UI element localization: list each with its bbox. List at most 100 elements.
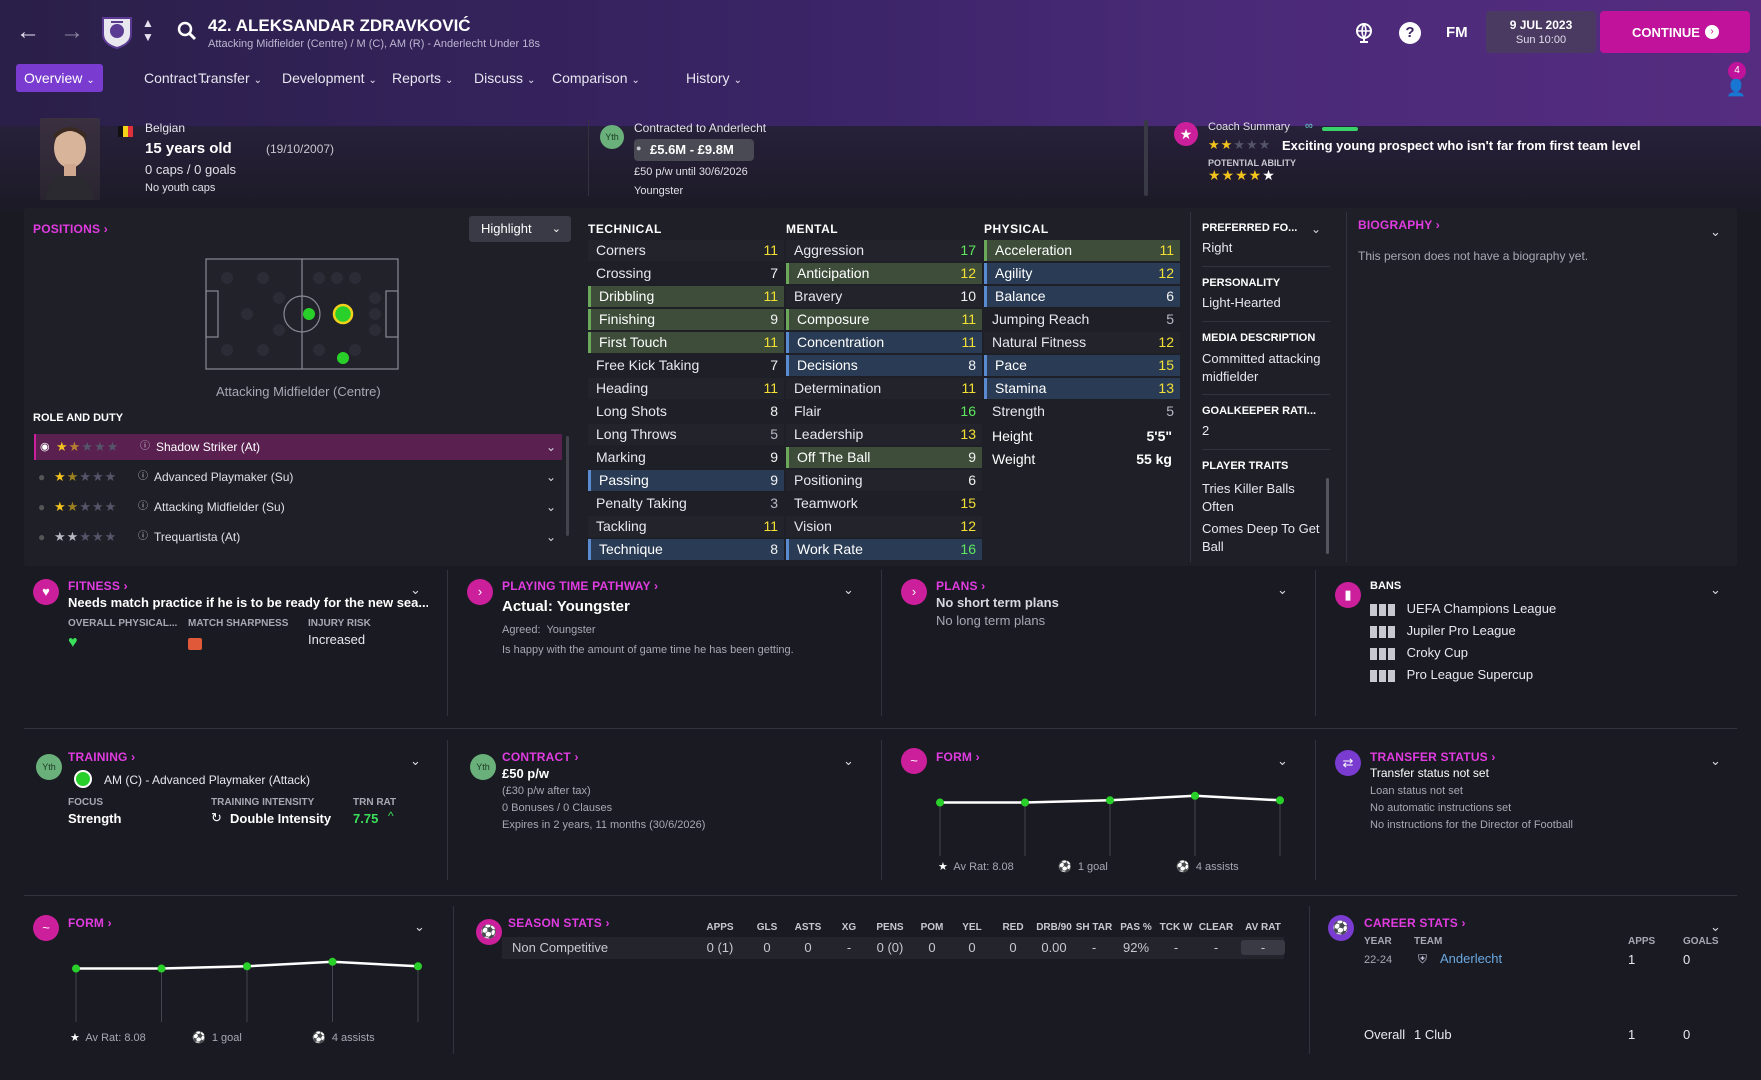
form-point[interactable] <box>414 962 422 971</box>
attribute-row[interactable]: Jumping Reach 5 <box>984 309 1180 330</box>
form-point[interactable] <box>157 964 166 973</box>
forward-arrow-icon[interactable]: → <box>60 18 84 45</box>
transfer-status-header[interactable]: TRANSFER STATUS › <box>1370 750 1496 764</box>
chevron-down-icon[interactable]: ⌄ <box>545 530 556 544</box>
inbox-people-icon[interactable]: 👤 <box>1726 80 1746 97</box>
season-stats-header[interactable]: SEASON STATS › <box>508 916 610 930</box>
fm-logo[interactable]: FM <box>1446 24 1468 41</box>
attribute-row[interactable]: Off The Ball 9 <box>786 447 982 468</box>
training-header[interactable]: TRAINING › <box>68 750 136 764</box>
chevron-down-icon[interactable]: ⌄ <box>545 440 556 454</box>
attribute-row[interactable]: Aggression 17 <box>786 240 982 261</box>
career-team-link[interactable]: Anderlecht <box>1440 951 1503 966</box>
attribute-row[interactable]: Balance 6 <box>984 286 1180 307</box>
season-stats-col-header[interactable]: GLS <box>756 922 778 933</box>
tab-comparison[interactable]: Comparison ⌄ <box>544 64 648 92</box>
season-stats-col-header[interactable]: PAS % <box>1120 922 1152 933</box>
chevron-down-icon[interactable]: ⌄ <box>545 500 556 514</box>
attribute-row[interactable]: Teamwork 15 <box>786 493 982 514</box>
tab-overview[interactable]: Overview ⌄ <box>16 64 103 92</box>
attribute-row[interactable]: Heading 11 <box>588 378 784 399</box>
tab-development[interactable]: Development ⌄ <box>274 64 385 92</box>
attribute-row[interactable]: Anticipation 12 <box>786 263 982 284</box>
role-row-trequartista[interactable]: ● ★★★★★ ⓘ Trequartista (At) ⌄ <box>34 524 562 550</box>
chevron-down-icon[interactable]: ⌄ <box>1710 224 1721 239</box>
form-header-2[interactable]: FORM › <box>68 916 112 930</box>
fitness-header[interactable]: FITNESS › <box>68 579 128 593</box>
attribute-row[interactable]: Determination 11 <box>786 378 982 399</box>
chevron-down-icon[interactable]: ⌄ <box>410 753 421 768</box>
season-stats-col-header[interactable]: AV RAT <box>1245 922 1281 933</box>
form-point[interactable] <box>1191 791 1199 800</box>
attribute-row[interactable]: Passing 9 <box>588 470 784 491</box>
chevron-down-icon[interactable]: ⌄ <box>414 919 425 934</box>
role-row-advanced-playmaker[interactable]: ● ★★★★★ ⓘ Advanced Playmaker (Su) ⌄ <box>34 464 562 490</box>
chevron-down-icon[interactable]: ⌄ <box>545 470 556 484</box>
radio-icon[interactable]: ● <box>38 500 46 514</box>
attribute-row[interactable]: Crossing 7 <box>588 263 784 284</box>
attribute-row[interactable]: Flair 16 <box>786 401 982 422</box>
chevron-down-icon[interactable]: ⌄ <box>1311 222 1322 236</box>
season-stats-col-header[interactable]: POM <box>920 922 944 933</box>
chevron-down-icon[interactable]: ⌄ <box>1277 582 1288 597</box>
attribute-row[interactable]: Decisions 8 <box>786 355 982 376</box>
season-stats-row[interactable] <box>502 937 1284 959</box>
attribute-row[interactable]: Positioning 6 <box>786 470 982 491</box>
season-stats-col-header[interactable]: PENS <box>876 922 904 933</box>
season-stats-col-header[interactable]: ASTS <box>794 922 822 933</box>
attribute-row[interactable]: Work Rate 16 <box>786 539 982 560</box>
chevron-down-icon[interactable]: ⌄ <box>1710 753 1721 768</box>
attribute-row[interactable]: Technique 8 <box>588 539 784 560</box>
season-stats-col-header[interactable]: DRB/90 <box>1036 922 1072 933</box>
chevron-down-icon[interactable]: ⌄ <box>843 582 854 597</box>
traits-scrollbar[interactable] <box>1326 478 1329 554</box>
notification-badge[interactable]: 4 <box>1728 62 1746 80</box>
season-stats-col-header[interactable]: CLEAR <box>1198 922 1234 933</box>
radio-icon[interactable]: ● <box>38 470 46 484</box>
attribute-row[interactable]: First Touch 11 <box>588 332 784 353</box>
attribute-row[interactable]: Strength 5 <box>984 401 1180 422</box>
chevron-down-icon[interactable]: ⌄ <box>1710 919 1721 934</box>
attribute-row[interactable]: Composure 11 <box>786 309 982 330</box>
attribute-row[interactable]: Finishing 9 <box>588 309 784 330</box>
attribute-row[interactable]: Agility 12 <box>984 263 1180 284</box>
info-icon[interactable]: ⓘ <box>140 441 150 452</box>
tab-discuss[interactable]: Discuss ⌄ <box>466 64 543 92</box>
chevron-down-icon[interactable]: ⌄ <box>843 753 854 768</box>
scroll-handle[interactable] <box>1144 120 1148 196</box>
role-row-shadow-striker[interactable]: ◉ ★★★★★ ⓘ Shadow Striker (At) ⌄ <box>34 434 562 460</box>
attribute-row[interactable]: Corners 11 <box>588 240 784 261</box>
continue-button[interactable]: CONTINUE › <box>1600 11 1750 53</box>
attribute-row[interactable]: Acceleration 11 <box>984 240 1180 261</box>
attribute-row[interactable]: Stamina 13 <box>984 378 1180 399</box>
attribute-row[interactable]: Vision 12 <box>786 516 982 537</box>
tab-transfer[interactable]: Transfer ⌄ <box>190 64 270 92</box>
info-icon[interactable]: ⓘ <box>138 501 148 512</box>
globe-icon[interactable] <box>1352 20 1376 44</box>
attribute-row[interactable]: Long Shots 8 <box>588 401 784 422</box>
chevron-down-icon[interactable]: ⌄ <box>410 582 421 597</box>
attribute-row[interactable]: Dribbling 11 <box>588 286 784 307</box>
radio-icon[interactable]: ● <box>38 530 46 544</box>
date-display[interactable]: 9 JUL 2023 Sun 10:00 <box>1486 11 1596 53</box>
highlight-dropdown[interactable]: Highlight ⌄ <box>469 216 571 242</box>
biography-header[interactable]: BIOGRAPHY › <box>1358 218 1440 232</box>
attribute-row[interactable]: Pace 15 <box>984 355 1180 376</box>
chevron-down-icon[interactable]: ⌄ <box>1277 753 1288 768</box>
roles-scrollbar[interactable] <box>566 436 569 536</box>
season-stats-col-header[interactable]: XG <box>841 922 857 933</box>
attribute-row[interactable]: Long Throws 5 <box>588 424 784 445</box>
career-stats-header[interactable]: CAREER STATS › <box>1364 916 1466 930</box>
form-point[interactable] <box>1276 796 1284 805</box>
form-point[interactable] <box>243 962 251 971</box>
season-stats-col-header[interactable]: SH TAR <box>1075 922 1113 933</box>
attribute-row[interactable]: Bravery 10 <box>786 286 982 307</box>
contract-header[interactable]: CONTRACT › <box>502 750 579 764</box>
radio-selected-icon[interactable]: ◉ <box>40 441 50 453</box>
attribute-row[interactable]: Concentration 11 <box>786 332 982 353</box>
attribute-row[interactable]: Natural Fitness 12 <box>984 332 1180 353</box>
form-point[interactable] <box>936 798 944 807</box>
back-arrow-icon[interactable]: ← <box>16 18 40 45</box>
form-point[interactable] <box>1106 796 1114 805</box>
club-crest-icon[interactable] <box>100 14 134 50</box>
